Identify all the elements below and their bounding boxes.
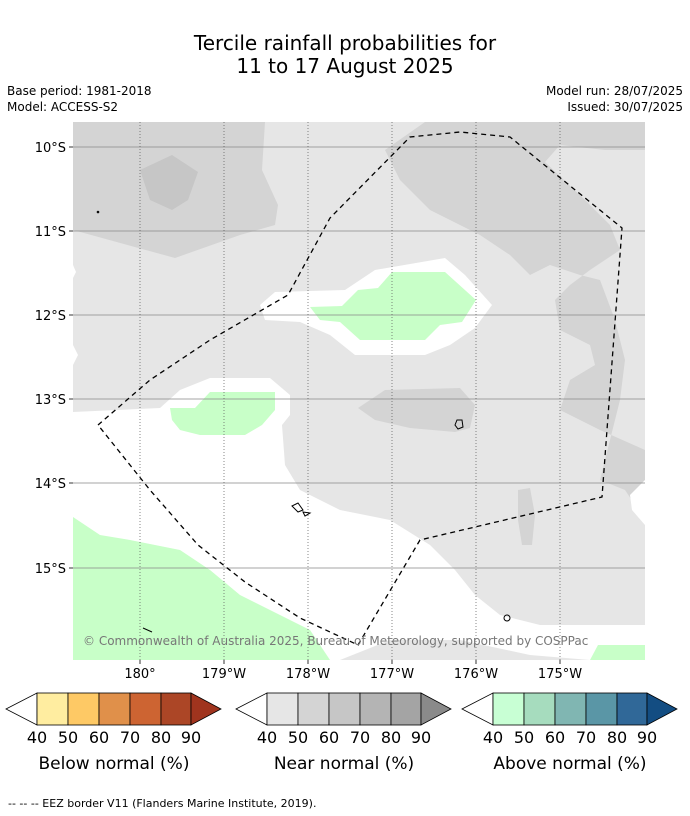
title-line-1: Tercile rainfall probabilities for — [193, 31, 497, 55]
colorbar-tick: 80 — [380, 728, 402, 747]
colorbar-segment — [359, 692, 392, 726]
lat-label: 13°S — [35, 393, 66, 408]
above-normal-40-region — [590, 645, 645, 660]
near-normal-50-region — [385, 122, 645, 520]
colorbar-segment — [461, 692, 494, 726]
colorbar-segment — [235, 692, 268, 726]
above-normal-40-region — [170, 392, 275, 435]
lon-label: 175°W — [538, 667, 582, 682]
colorbar-tick: 70 — [349, 728, 371, 747]
white-no-signal-region — [73, 345, 78, 365]
lat-label: 11°S — [35, 225, 66, 240]
colorbar-label-below: Below normal (%) — [38, 754, 190, 774]
white-no-signal-region — [73, 265, 76, 278]
colorbar-segment — [420, 692, 452, 726]
colorbar-tick: 60 — [88, 728, 110, 747]
colorbar-segment — [67, 692, 100, 726]
title-line-2: 11 to 17 August 2025 — [236, 54, 454, 78]
colorbar-tick: 40 — [256, 728, 278, 747]
colorbar-tick: 40 — [482, 728, 504, 747]
colorbar-label-near: Near normal (%) — [273, 754, 415, 774]
model-name: Model: ACCESS-S2 — [7, 100, 119, 114]
colorbar-segment — [492, 692, 525, 726]
colorbar-tick: 90 — [636, 728, 658, 747]
colorbar-segment — [616, 692, 648, 726]
colorbar-segment — [328, 692, 361, 726]
near-normal-50-region — [518, 488, 535, 545]
colorbar-tick: 40 — [26, 728, 48, 747]
colorbar-segment — [585, 692, 618, 726]
lat-label: 15°S — [35, 562, 66, 577]
colorbar-tick: 50 — [287, 728, 309, 747]
colorbar-segment — [5, 692, 38, 726]
colorbar-tick: 60 — [544, 728, 566, 747]
colorbar-tick: 50 — [513, 728, 535, 747]
colorbar-near-normal — [235, 692, 452, 726]
map-credit: © Commonwealth of Australia 2025, Bureau… — [83, 634, 588, 648]
colorbar-above-normal — [461, 692, 678, 726]
white-no-signal-region — [630, 480, 645, 525]
colorbar-tick: 90 — [180, 728, 202, 747]
above-normal-40-region — [310, 272, 476, 340]
lon-label: 178°W — [286, 667, 330, 682]
colorbar-segment — [646, 692, 678, 726]
lon-label: 180° — [124, 667, 155, 682]
eez-border-line — [97, 131, 623, 646]
colorbar-tick: 50 — [57, 728, 79, 747]
near-normal-40-region — [340, 640, 590, 660]
colorbar-segment — [390, 692, 422, 726]
above-normal-40-region — [73, 517, 330, 660]
near-normal-60-region — [140, 155, 198, 210]
colorbar-segment — [266, 692, 299, 726]
colorbar-segment — [129, 692, 162, 726]
eez-footnote: -- -- -- EEZ border V11 (Flanders Marine… — [8, 797, 317, 810]
colorbar-tick: 90 — [410, 728, 432, 747]
island-outlines — [96, 210, 511, 633]
lat-label: 12°S — [35, 309, 66, 324]
colorbar-label-above: Above normal (%) — [493, 754, 647, 774]
colorbar-segment — [554, 692, 587, 726]
colorbar-tick: 70 — [575, 728, 597, 747]
probability-map: 10°S 11°S 12°S 13°S 14°S 15°S 180° 179°W… — [35, 122, 645, 682]
colorbar-tick: 80 — [150, 728, 172, 747]
issued-date: Issued: 30/07/2025 — [567, 100, 683, 114]
map-fill-layer — [73, 122, 645, 660]
colorbar-segment — [98, 692, 131, 726]
lat-label: 10°S — [35, 141, 66, 156]
colorbar-tick: 60 — [318, 728, 340, 747]
base-period: Base period: 1981-2018 — [7, 84, 152, 98]
colorbar-tick: 80 — [606, 728, 628, 747]
lon-label: 177°W — [370, 667, 414, 682]
colorbar-segment — [523, 692, 556, 726]
colorbar-segment — [190, 692, 222, 726]
colorbar-segment — [297, 692, 330, 726]
latitude-gridlines — [73, 146, 645, 569]
colorbar-tick: 70 — [119, 728, 141, 747]
lat-label: 14°S — [35, 477, 66, 492]
colorbar-segment — [36, 692, 69, 726]
model-run: Model run: 28/07/2025 — [545, 84, 683, 98]
lon-label: 179°W — [202, 667, 246, 682]
colorbar-below-normal — [5, 692, 222, 726]
colorbar-segment — [160, 692, 192, 726]
lon-label: 176°W — [454, 667, 498, 682]
axis-ticks — [69, 146, 561, 664]
